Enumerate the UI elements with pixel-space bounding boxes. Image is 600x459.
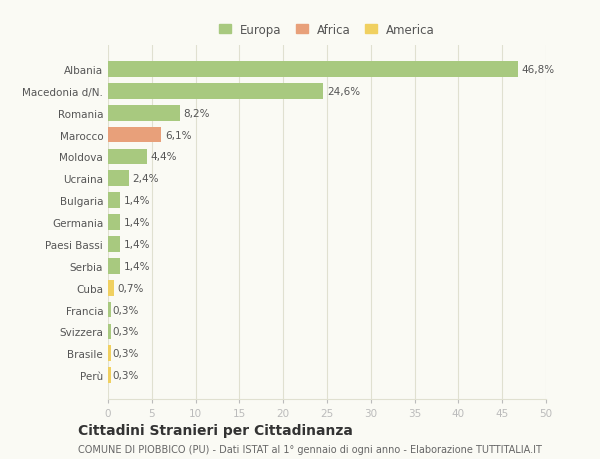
Bar — [108, 258, 120, 274]
Text: 1,4%: 1,4% — [124, 240, 150, 249]
Text: 0,3%: 0,3% — [112, 327, 139, 337]
Text: 1,4%: 1,4% — [124, 218, 150, 228]
Text: 0,3%: 0,3% — [112, 370, 139, 381]
Text: 46,8%: 46,8% — [521, 65, 554, 75]
Text: 0,3%: 0,3% — [112, 305, 139, 315]
Bar — [108, 236, 120, 252]
Bar — [108, 62, 518, 78]
Text: COMUNE DI PIOBBICO (PU) - Dati ISTAT al 1° gennaio di ogni anno - Elaborazione T: COMUNE DI PIOBBICO (PU) - Dati ISTAT al … — [78, 444, 542, 454]
Bar — [108, 193, 120, 209]
Bar — [108, 171, 129, 187]
Bar — [108, 280, 114, 296]
Bar — [108, 215, 120, 230]
Text: 2,4%: 2,4% — [133, 174, 159, 184]
Text: 0,3%: 0,3% — [112, 348, 139, 358]
Text: 6,1%: 6,1% — [165, 130, 191, 140]
Legend: Europa, Africa, America: Europa, Africa, America — [219, 23, 435, 36]
Text: 1,4%: 1,4% — [124, 261, 150, 271]
Bar — [108, 368, 110, 383]
Text: Cittadini Stranieri per Cittadinanza: Cittadini Stranieri per Cittadinanza — [78, 423, 353, 437]
Bar — [108, 149, 146, 165]
Bar — [108, 324, 110, 340]
Bar — [108, 128, 161, 143]
Bar — [108, 106, 180, 121]
Text: 4,4%: 4,4% — [150, 152, 176, 162]
Bar — [108, 346, 110, 361]
Text: 1,4%: 1,4% — [124, 196, 150, 206]
Text: 8,2%: 8,2% — [184, 108, 210, 118]
Text: 0,7%: 0,7% — [118, 283, 144, 293]
Bar — [108, 84, 323, 100]
Text: 24,6%: 24,6% — [327, 87, 360, 97]
Bar — [108, 302, 110, 318]
